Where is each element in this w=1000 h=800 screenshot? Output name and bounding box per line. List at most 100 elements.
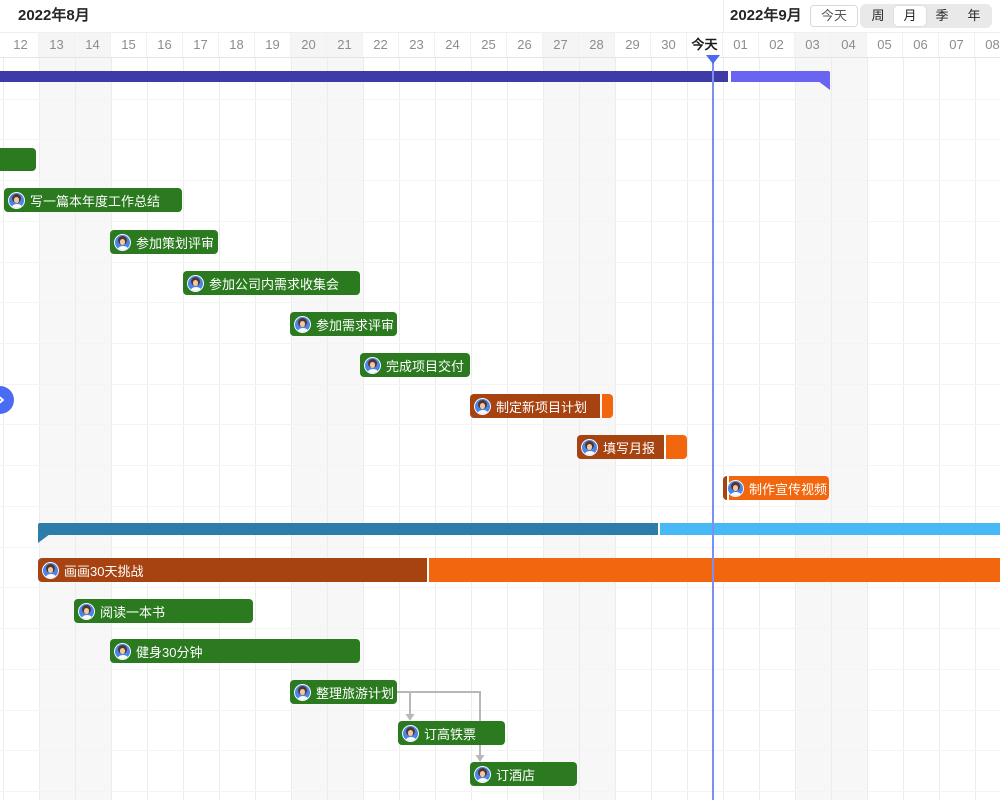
expand-sidebar-handle[interactable]	[0, 386, 14, 414]
weekend-column	[327, 58, 363, 800]
task-label: 画画30天挑战	[64, 563, 144, 579]
task-label: 制定新项目计划	[496, 399, 588, 415]
task-label: 写一篇本年度工作总结	[30, 193, 161, 209]
task-label: 参加策划评审	[136, 235, 215, 251]
axis-day-today: 今天	[687, 32, 723, 57]
grid-line-horizontal	[0, 384, 1000, 385]
summary-project-bar[interactable]	[0, 71, 728, 82]
grid-line-horizontal	[0, 221, 1000, 222]
task-label: 填写月报	[603, 440, 656, 456]
grid-line-vertical	[975, 58, 976, 800]
axis-day: 16	[147, 32, 183, 57]
grid-line-vertical	[183, 58, 184, 800]
grid-line-horizontal	[0, 669, 1000, 670]
task-read-book-bar[interactable]	[74, 599, 253, 623]
task-project-delivery-label-group: 完成项目交付	[360, 353, 464, 377]
weekend-column	[831, 58, 867, 800]
task-fitness-bar[interactable]	[110, 639, 360, 663]
assignee-avatar-icon	[364, 356, 381, 374]
summary-personal-bar[interactable]	[660, 523, 1000, 535]
task-requirements-meeting-bar[interactable]	[183, 271, 360, 295]
task-monthly-report-label-group: 填写月报	[577, 435, 655, 459]
task-requirements-meeting-label-group: 参加公司内需求收集会	[183, 271, 339, 295]
axis-day: 04	[831, 32, 867, 57]
view-option-1[interactable]: 月	[894, 6, 926, 26]
grid-line-vertical	[615, 58, 616, 800]
task-drawing-challenge-bar[interactable]	[429, 558, 1000, 582]
task-label: 完成项目交付	[386, 358, 465, 374]
axis-day: 19	[255, 32, 291, 57]
grid-line-vertical	[255, 58, 256, 800]
task-travel-plan-label-group: 整理旅游计划	[290, 680, 394, 704]
summary-personal-tail	[38, 534, 50, 543]
grid-line-horizontal	[0, 750, 1000, 751]
task-requirements-review-label-group: 参加需求评审	[290, 312, 394, 336]
grid-line-vertical	[543, 58, 544, 800]
summary-personal-bar[interactable]	[38, 523, 658, 535]
grid-line-horizontal	[0, 99, 1000, 100]
grid-line-vertical	[399, 58, 400, 800]
axis-day: 06	[903, 32, 939, 57]
grid-line-vertical	[723, 58, 724, 800]
grid-line-vertical	[3, 58, 4, 800]
grid-line-horizontal	[0, 262, 1000, 263]
task-fitness-label-group: 健身30分钟	[110, 639, 202, 663]
grid-line-vertical	[507, 58, 508, 800]
task-monthly-report-bar[interactable]	[666, 435, 687, 459]
axis-day: 14	[75, 32, 111, 57]
task-new-project-plan-bar[interactable]	[602, 394, 613, 418]
weekend-column	[579, 58, 615, 800]
axis-day: 17	[183, 32, 219, 57]
assignee-avatar-icon	[187, 274, 204, 292]
assignee-avatar-icon	[727, 479, 744, 497]
task-promo-video-bar[interactable]	[729, 476, 829, 500]
grid-line-horizontal	[0, 302, 1000, 303]
grid-line-horizontal	[0, 424, 1000, 425]
dependency-arrows	[397, 691, 485, 762]
view-option-3[interactable]: 年	[967, 8, 981, 23]
assignee-avatar-icon	[474, 397, 491, 415]
axis-day: 23	[399, 32, 435, 57]
task-annual-summary-label-group: 写一篇本年度工作总结	[4, 188, 160, 212]
grid-line-horizontal	[0, 587, 1000, 588]
task-new-project-plan-bar[interactable]	[470, 394, 600, 418]
axis-day: 15	[111, 32, 147, 57]
view-mode-segmented-control: 周月季 年	[860, 4, 992, 28]
grid-line-vertical	[435, 58, 436, 800]
grid-line-vertical	[75, 58, 76, 800]
grid-line-vertical	[219, 58, 220, 800]
assignee-avatar-icon	[114, 233, 131, 251]
task-label: 订酒店	[496, 767, 536, 783]
view-option-0[interactable]: 周	[871, 8, 885, 23]
grid-line-vertical	[111, 58, 112, 800]
grid-line-vertical	[795, 58, 796, 800]
assignee-avatar-icon	[402, 724, 419, 742]
task-partial-bar[interactable]	[0, 148, 36, 171]
grid-line-vertical	[651, 58, 652, 800]
task-label: 参加需求评审	[316, 317, 395, 333]
grid-line-horizontal	[0, 547, 1000, 548]
axis-day: 08	[975, 32, 1000, 57]
assignee-avatar-icon	[78, 602, 95, 620]
grid-line-vertical	[39, 58, 40, 800]
axis-day: 03	[795, 32, 831, 57]
assignee-avatar-icon	[581, 438, 598, 456]
axis-day: 29	[615, 32, 651, 57]
assignee-avatar-icon	[8, 191, 25, 209]
summary-project-bar[interactable]	[731, 71, 830, 82]
grid-line-horizontal	[0, 465, 1000, 466]
grid-line-vertical	[363, 58, 364, 800]
today-marker-icon	[706, 55, 720, 64]
grid-line-vertical	[939, 58, 940, 800]
task-annual-summary-bar[interactable]	[4, 188, 182, 212]
view-option-2[interactable]: 季	[935, 8, 949, 23]
axis-day: 28	[579, 32, 615, 57]
assignee-avatar-icon	[114, 642, 131, 660]
grid-line-vertical	[687, 58, 688, 800]
task-drawing-challenge-bar[interactable]	[38, 558, 427, 582]
grid-line-vertical	[147, 58, 148, 800]
grid-line-vertical	[579, 58, 580, 800]
today-button[interactable]: 今天	[810, 5, 859, 27]
task-promo-video-bar[interactable]	[723, 476, 727, 500]
axis-day: 22	[363, 32, 399, 57]
